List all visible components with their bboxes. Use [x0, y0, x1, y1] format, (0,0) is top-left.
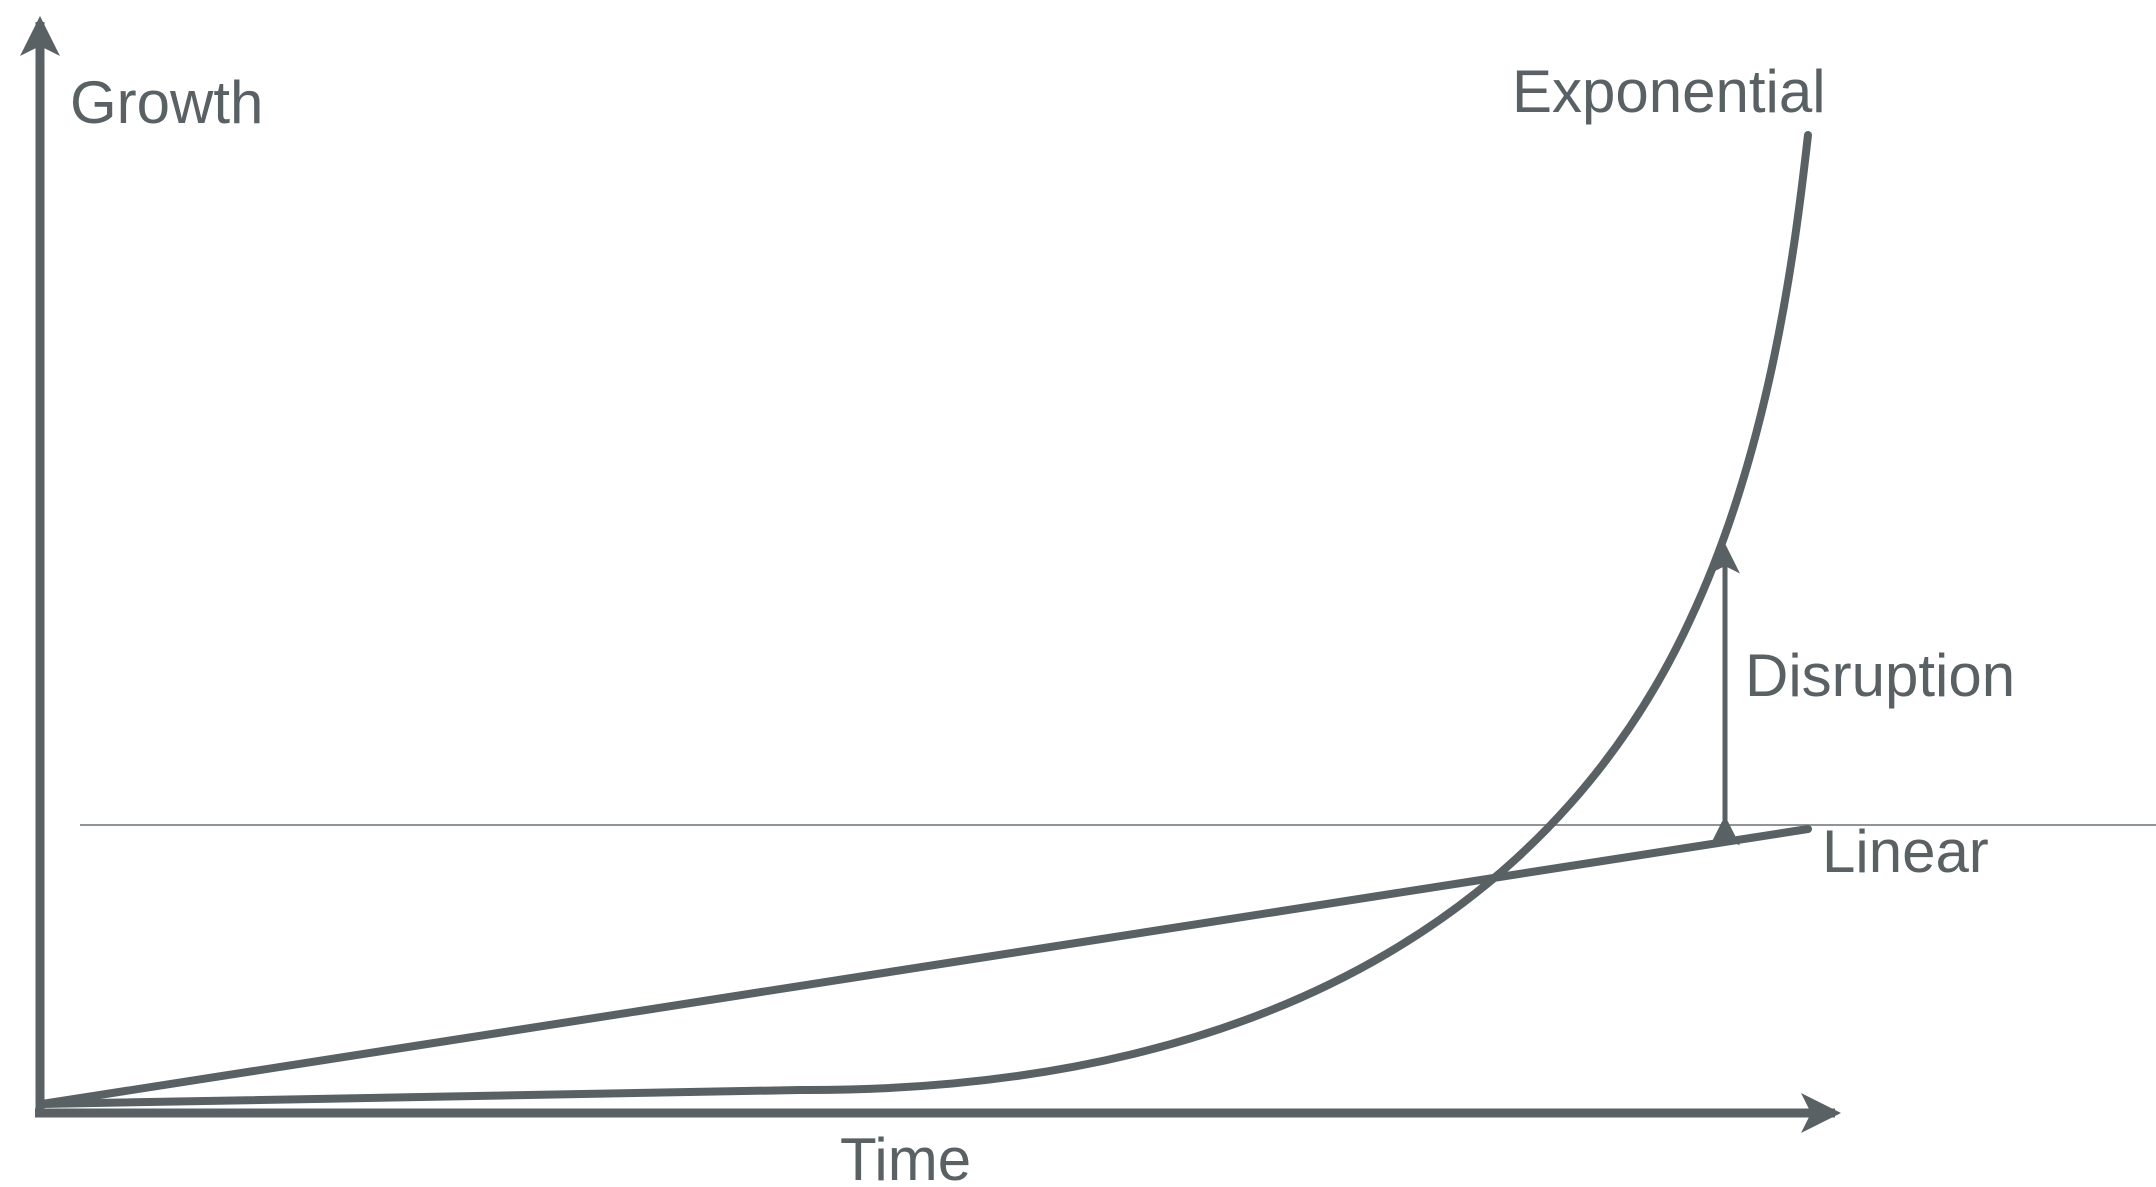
exponential-label: Exponential	[1512, 58, 1826, 125]
x-axis-label: Time	[840, 1126, 971, 1187]
y-axis-label: Growth	[70, 69, 263, 136]
disruption-label: Disruption	[1745, 642, 2015, 709]
linear-label: Linear	[1822, 818, 1989, 885]
exponential-curve	[38, 131, 1812, 1108]
linear-line	[38, 825, 1812, 1108]
